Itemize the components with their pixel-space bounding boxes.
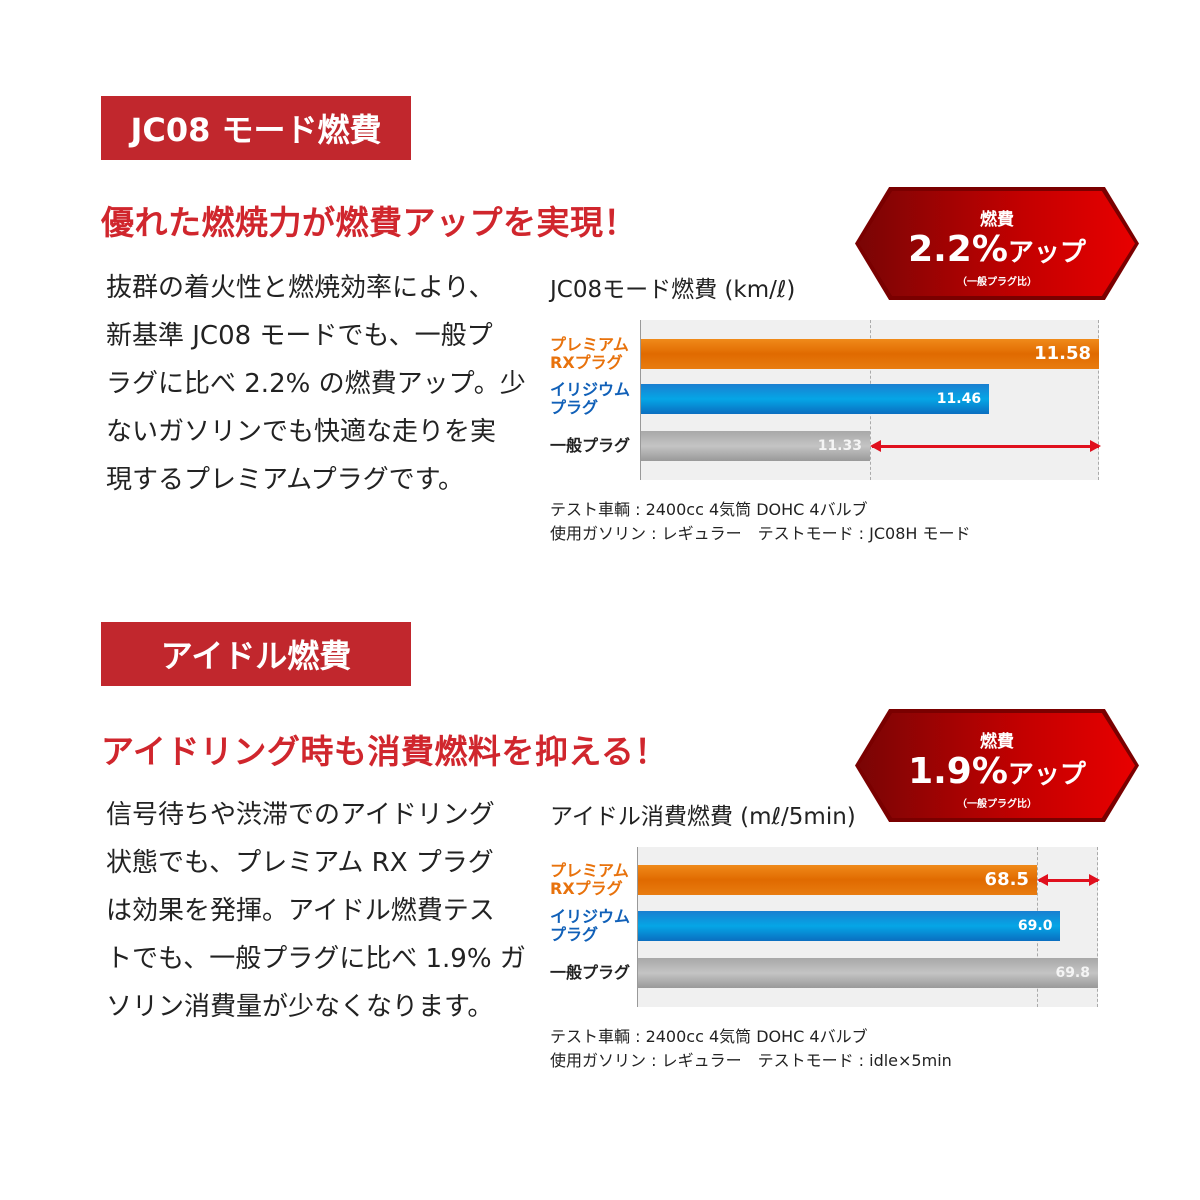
data-label: 69.0 <box>1017 918 1053 934</box>
body-line: 新基準 JC08 モードでも、一般プ <box>106 321 493 351</box>
difference-arrow <box>1036 874 1101 886</box>
difference-arrow <box>870 440 1101 452</box>
body-line: 抜群の着火性と燃焼効率により、 <box>106 273 495 303</box>
section-body: 抜群の着火性と燃焼効率により、 新基準 JC08 モードでも、一般プ ラグに比べ… <box>106 264 526 504</box>
bar: 11.33 <box>641 431 870 461</box>
bar: 11.58 <box>641 339 1099 369</box>
data-label: 11.58 <box>1034 343 1091 364</box>
body-line: トでも、一般プラグに比べ 1.9% ガ <box>106 944 526 974</box>
bar: 69.8 <box>638 958 1098 988</box>
chart-title: JC08モード燃費 (km/ℓ) <box>550 277 796 303</box>
body-line: 信号待ちや渋滞でのアイドリング <box>106 800 495 830</box>
category-label: プレミアム RXプラグ <box>550 335 629 372</box>
badge-value: 1.9% <box>908 751 1008 792</box>
category-label: プレミアム RXプラグ <box>550 861 629 898</box>
reference-line <box>1097 847 1098 1007</box>
category-label: 一般プラグ <box>550 963 631 982</box>
section-heading-idle: アイドル燃費 <box>101 622 411 686</box>
data-label: 68.5 <box>984 869 1029 890</box>
badge-suffix: アップ <box>1007 238 1086 268</box>
body-line: 状態でも、プレミアム RX プラグ <box>106 848 494 878</box>
category-label: イリジウム プラグ <box>550 380 631 417</box>
plot-area: 11.58 11.46 11.33 <box>640 320 1101 480</box>
badge-value: 2.2% <box>908 229 1008 270</box>
improvement-badge: 燃費 2.2%アップ （一般プラグ比） <box>855 187 1139 300</box>
badge-suffix: アップ <box>1007 760 1086 790</box>
data-label: 11.33 <box>817 438 862 454</box>
body-line: ラグに比べ 2.2% の燃費アップ。少 <box>106 369 526 399</box>
note-line: 使用ガソリン : レギュラー テストモード : JC08H モード <box>550 524 971 543</box>
test-notes: テスト車輌 : 2400cc 4気筒 DOHC 4バルブ 使用ガソリン : レギ… <box>550 498 971 546</box>
category-label: イリジウム プラグ <box>550 907 631 944</box>
body-line: 現するプレミアムプラグです。 <box>106 465 465 495</box>
body-line: ソリン消費量が少なくなります。 <box>106 992 494 1022</box>
reference-line <box>1098 320 1099 480</box>
section-subheading: 優れた燃焼力が燃費アップを実現！ <box>101 203 637 242</box>
improvement-badge: 燃費 1.9%アップ （一般プラグ比） <box>855 709 1139 822</box>
badge-note: （一般プラグ比） <box>957 799 1037 810</box>
chart-title: アイドル消費燃費 (mℓ/5min) <box>550 804 856 830</box>
note-line: 使用ガソリン : レギュラー テストモード : idle×5min <box>550 1051 952 1070</box>
bar: 11.46 <box>641 384 990 414</box>
section-heading-jc08: JC08 モード燃費 <box>101 96 411 160</box>
data-label: 11.46 <box>936 391 982 407</box>
badge-label: 燃費 <box>980 210 1014 230</box>
body-line: は効果を発揮。アイドル燃費テス <box>106 896 495 926</box>
note-line: テスト車輌 : 2400cc 4気筒 DOHC 4バルブ <box>550 1027 868 1046</box>
section-subheading: アイドリング時も消費燃料を抑える！ <box>101 732 668 771</box>
badge-note: （一般プラグ比） <box>957 277 1037 288</box>
category-label: 一般プラグ <box>550 436 631 455</box>
note-line: テスト車輌 : 2400cc 4気筒 DOHC 4バルブ <box>550 500 868 519</box>
bar: 68.5 <box>638 865 1037 895</box>
data-label: 69.8 <box>1055 965 1090 981</box>
badge-label: 燃費 <box>980 732 1014 752</box>
plot-area: 68.5 69.0 69.8 <box>637 847 1101 1007</box>
section-body: 信号待ちや渋滞でのアイドリング 状態でも、プレミアム RX プラグ は効果を発揮… <box>106 791 526 1031</box>
bar: 69.0 <box>638 911 1061 941</box>
body-line: ないガソリンでも快適な走りを実 <box>106 417 497 447</box>
test-notes: テスト車輌 : 2400cc 4気筒 DOHC 4バルブ 使用ガソリン : レギ… <box>550 1025 952 1073</box>
